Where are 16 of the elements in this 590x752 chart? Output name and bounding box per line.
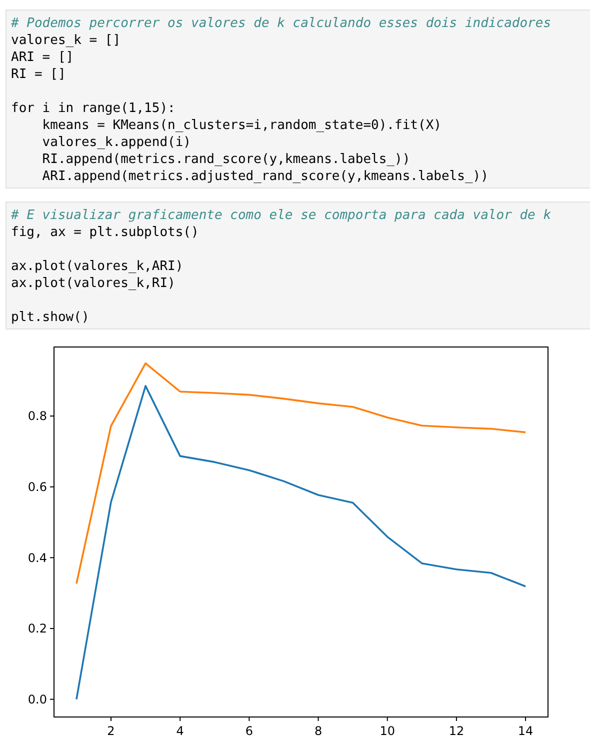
y-tick-label: 0.4 [28, 550, 47, 565]
x-tick-label: 12 [448, 724, 464, 738]
text: # Podemos percorrer os valores de k calculando esses dois indicadores valores_k = [] ARI = [] RI = [] for i in range(1,15): kmeans = KMeans(n_clusters=i,random_state=0).fit(X) valores_k.append(i) RI.append(metrics.rand_score(y,kmeans.labels_)) ARI.append(metrics.adjusted_rand_score(y,kmeans.labels_)) [11, 16, 552, 184]
line-series [76, 362, 526, 584]
y-tick-label: 0.2 [28, 622, 47, 636]
text: # E visualizar graficamente como ele se comporta para cada valor de k fig, ax = plt.subplots() ax.plot(valores_k,ARI) ax.plot(valores_k,RI) plt.show() [11, 208, 552, 325]
x-tick-label: 14 [518, 724, 534, 738]
x-tick-label: 4 [176, 724, 184, 738]
y-tick-label: 0.8 [28, 409, 47, 424]
x-tick-label: 6 [245, 724, 253, 738]
x-tick-label: 8 [314, 724, 322, 738]
x-tick-label: 10 [380, 724, 396, 738]
y-tick-label: 0.6 [28, 480, 47, 494]
x-tick-label: 2 [107, 724, 115, 738]
y-tick-label: 0.0 [28, 692, 47, 706]
line-series [76, 385, 526, 700]
